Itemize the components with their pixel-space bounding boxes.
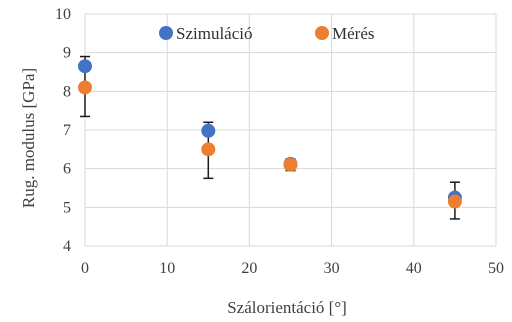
- y-axis-title: Rug. modulus [GPa]: [19, 68, 38, 208]
- legend-label: Szimuláció: [176, 24, 252, 43]
- legend-label: Mérés: [332, 24, 374, 43]
- x-axis-title: Szálorientáció [°]: [227, 298, 347, 317]
- data-points: [78, 59, 462, 209]
- y-tick-label: 4: [63, 238, 71, 255]
- y-tick-label: 5: [63, 199, 71, 216]
- data-point: [201, 123, 216, 138]
- gridlines: [84, 13, 497, 247]
- y-axis-ticks: 4 5 6 7 8 9 10: [55, 6, 71, 255]
- x-tick-label: 0: [81, 260, 89, 277]
- legend-item: Szimuláció: [159, 24, 252, 43]
- x-tick-label: 20: [241, 260, 257, 277]
- data-point: [447, 194, 462, 209]
- data-point: [201, 142, 216, 157]
- legend: Szimuláció Mérés: [159, 24, 374, 43]
- data-point: [78, 80, 92, 95]
- y-tick-label: 8: [63, 83, 71, 100]
- legend-item: Mérés: [315, 24, 374, 43]
- series-Szimuláció: [78, 59, 462, 205]
- error-bars: [80, 55, 460, 220]
- y-tick-label: 10: [55, 6, 71, 23]
- legend-marker: [159, 26, 173, 40]
- x-tick-label: 10: [159, 260, 175, 277]
- series-Mérés: [78, 80, 462, 209]
- data-point: [283, 157, 298, 172]
- x-tick-label: 40: [406, 260, 422, 277]
- y-tick-label: 7: [63, 122, 71, 139]
- y-tick-label: 9: [63, 45, 71, 62]
- x-axis-ticks: 0 10 20 30 40 50: [81, 260, 504, 277]
- x-tick-label: 50: [488, 260, 504, 277]
- x-tick-label: 30: [324, 260, 340, 277]
- data-point: [78, 59, 92, 74]
- y-tick-label: 6: [63, 161, 71, 178]
- legend-marker: [315, 26, 329, 40]
